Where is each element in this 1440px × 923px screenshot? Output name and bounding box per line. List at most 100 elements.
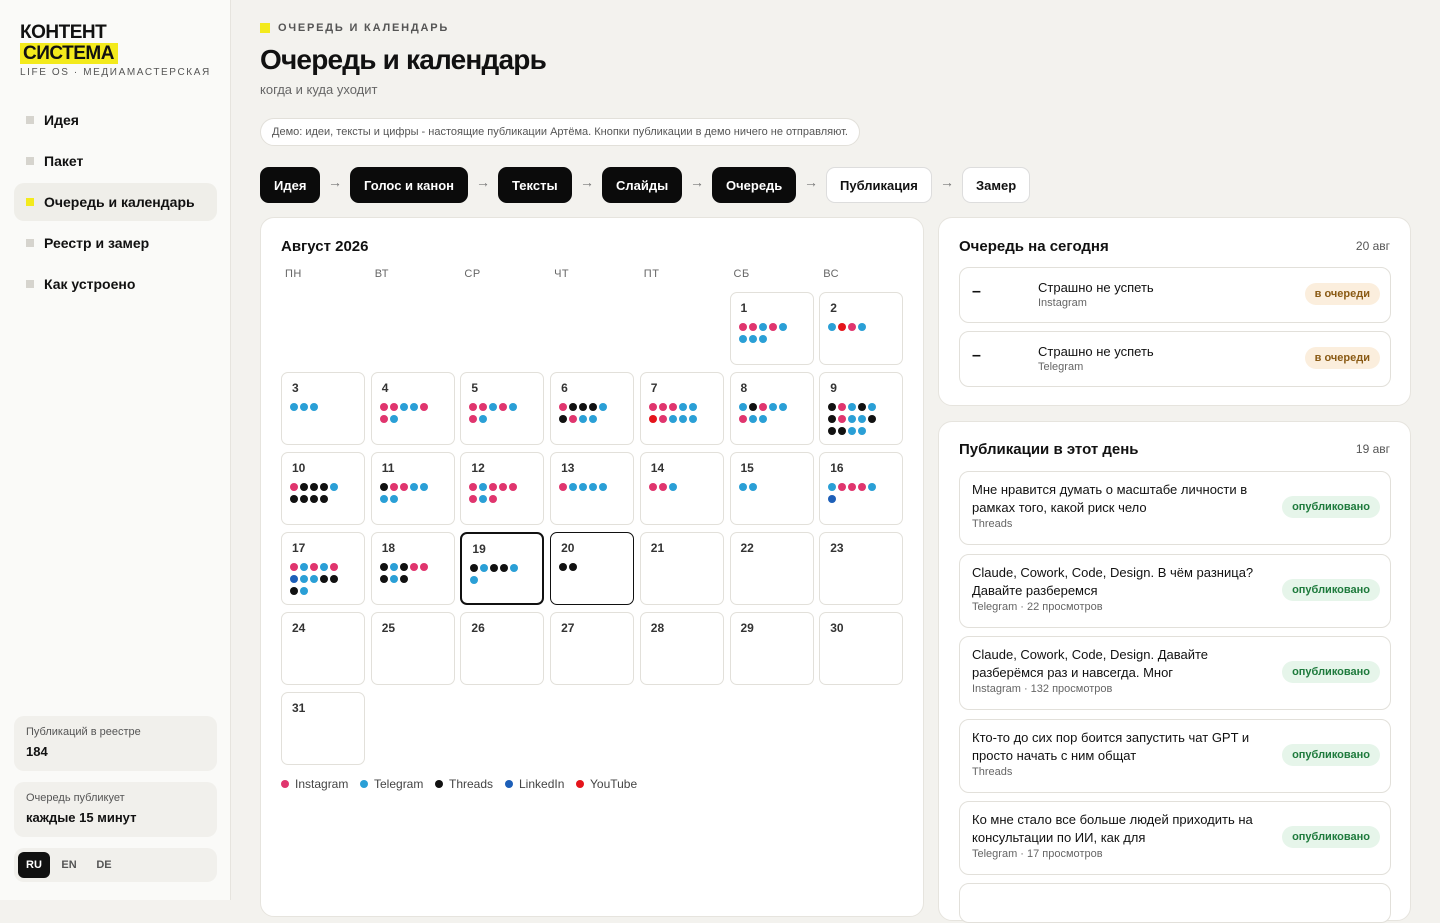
day-number: 12 [471,461,485,475]
legend-label: YouTube [590,777,638,791]
post-dot [838,427,847,435]
post-dot [389,495,398,503]
post-dot [330,575,338,583]
post-dot [858,427,867,435]
calendar-day[interactable]: 18 [370,532,455,605]
calendar-day[interactable]: 15 [729,452,814,525]
post-dot [738,415,747,423]
calendar-day[interactable]: 19 [460,532,545,605]
calendar-day[interactable]: 30 [819,612,904,685]
nav-marker [26,239,34,247]
calendar-day[interactable]: 28 [639,612,724,685]
calendar-day[interactable]: 11 [370,452,455,525]
calendar-day[interactable]: 5 [460,372,545,445]
post-dot [569,415,578,423]
post-dot [688,403,697,411]
post-dot [290,563,298,571]
pipeline-step[interactable]: Идея [260,167,321,203]
calendar-day[interactable]: 12 [460,452,545,525]
demo-note: Демо: идеи, тексты и цифры - настоящие п… [260,118,860,146]
pipeline-step[interactable]: Очередь [712,167,797,203]
nav-item[interactable]: Пакет [14,142,217,180]
nav-item[interactable]: Идея [14,101,217,139]
language-button[interactable]: EN [61,859,77,871]
published-item[interactable]: Claude, Cowork, Code, Design. В чём разн… [959,553,1391,628]
post-dot [379,563,388,571]
queue-item[interactable]: – Страшно не успеть Telegram в очереди [959,331,1391,387]
published-item-partial [959,883,1391,923]
sidebar: КОНТЕНТ СИСТЕМА LIFE OS · МЕДИАМАСТЕРСКА… [0,0,231,900]
calendar-day[interactable]: 2 [819,292,904,365]
legend-item: Instagram [281,777,348,791]
calendar-day[interactable]: 24 [281,612,365,685]
status-pill: опубликовано [1282,661,1380,683]
pipeline-step[interactable]: Публикация [826,167,932,203]
calendar-day[interactable]: 10 [281,452,365,525]
post-dot [409,483,418,491]
post-dot [828,495,837,503]
post-dot [828,427,837,435]
published-item[interactable]: Мне нравится думать о масштабе личности … [959,471,1391,545]
calendar-day[interactable]: 26 [460,612,545,685]
post-dot [310,403,318,411]
language-button[interactable]: RU [18,852,50,878]
pipeline-step[interactable]: Замер [962,167,1031,203]
post-dot [320,483,328,491]
calendar-day[interactable]: 7 [639,372,724,445]
status-pill: опубликовано [1282,743,1380,766]
calendar-day[interactable]: 25 [370,612,455,685]
post-dot [579,483,588,491]
calendar-day[interactable]: 31 [281,692,365,765]
calendar-day[interactable]: 13 [550,452,635,525]
post-dot [738,323,747,331]
nav-item[interactable]: Очередь и календарь [14,183,217,221]
legend-label: Instagram [295,777,349,791]
day-number: 16 [830,461,844,475]
brand-tagline: LIFE OS · МЕДИАМАСТЕРСКАЯ [20,67,211,78]
status-pill: опубликовано [1282,578,1380,601]
calendar-day[interactable]: 8 [729,372,814,445]
calendar-day[interactable]: 20 [550,532,635,605]
calendar-day[interactable]: 9 [819,372,904,445]
post-dot [828,483,837,491]
post-dot [419,563,428,571]
calendar-day[interactable]: 17 [281,532,365,605]
published-item[interactable]: Claude, Cowork, Code, Design. Давайте ра… [959,636,1391,710]
post-dot [848,403,857,411]
pipeline-step[interactable]: Голос и канон [350,167,469,203]
post-dot [569,403,578,411]
calendar-day[interactable]: 6 [550,372,635,445]
post-dot [768,403,777,411]
legend-label: Threads [449,777,494,791]
calendar-day[interactable]: 22 [729,532,814,605]
calendar-day[interactable]: 27 [550,612,635,685]
post-dot [489,483,498,491]
calendar-day[interactable]: 16 [819,452,904,525]
nav-label: Идея [44,112,79,128]
calendar-day[interactable]: 4 [370,372,455,445]
nav-item[interactable]: Реестр и замер [14,224,217,262]
post-dot [479,483,488,491]
calendar-day[interactable]: 29 [729,612,814,685]
nav-label: Как устроено [44,276,136,292]
calendar-day[interactable]: 23 [819,532,904,605]
page-title: Очередь и календарь [260,44,547,75]
calendar-day[interactable]: 21 [639,532,724,605]
published-item[interactable]: Кто-то до сих пор боится запустить чат G… [959,718,1391,793]
pipeline-step[interactable]: Слайды [602,167,683,203]
post-dot [489,495,498,503]
published-item-title: Мне нравится думать о масштабе личности … [972,482,1248,515]
calendar-day[interactable]: 1 [729,292,814,365]
calendar-day[interactable]: 14 [639,452,724,525]
post-dot [469,415,478,423]
calendar-day[interactable]: 3 [281,372,365,445]
queue-item[interactable]: – Страшно не успеть Instagram в очереди [959,267,1391,323]
post-dot [569,483,578,491]
language-button[interactable]: DE [96,859,112,871]
published-item[interactable]: Ко мне стало все больше людей приходить … [959,801,1391,875]
post-dot [480,564,489,572]
pipeline-arrow: → [940,174,954,190]
nav-item[interactable]: Как устроено [14,265,217,303]
pipeline-step[interactable]: Тексты [498,167,572,203]
post-dot [868,483,877,491]
